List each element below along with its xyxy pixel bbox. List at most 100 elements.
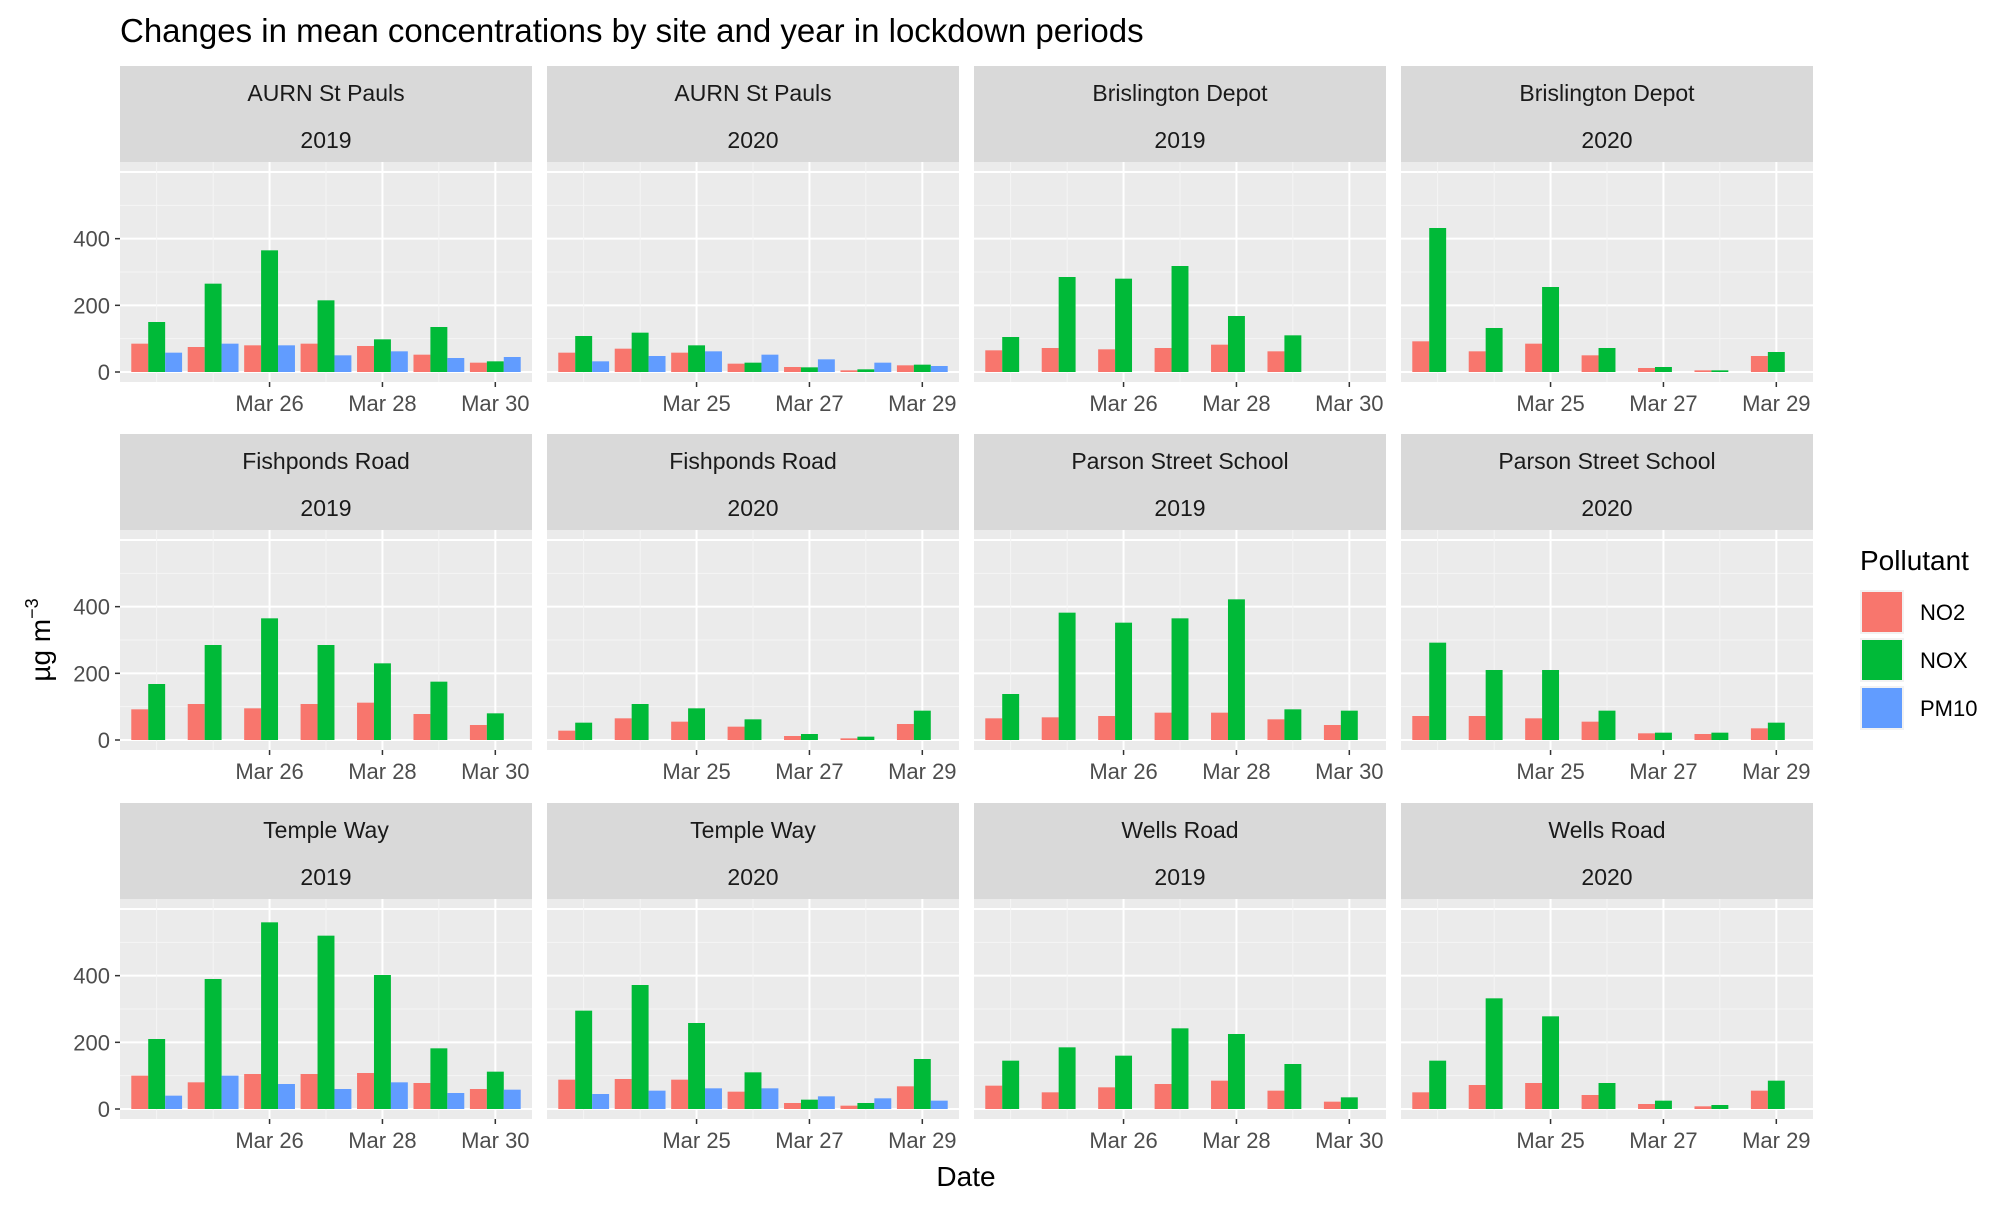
bar-nox bbox=[1284, 709, 1302, 740]
legend-swatch-no2 bbox=[1862, 592, 1902, 632]
bar-nox bbox=[204, 283, 222, 372]
bar-nox bbox=[204, 979, 222, 1109]
bar-pm10 bbox=[447, 1093, 465, 1109]
bar-pm10 bbox=[503, 1089, 521, 1109]
bar-no2 bbox=[1041, 1092, 1059, 1109]
chart-title: Changes in mean concentrations by site a… bbox=[120, 12, 1144, 49]
bar-nox bbox=[575, 1010, 593, 1109]
bar-nox bbox=[1227, 1034, 1245, 1109]
bar-no2 bbox=[896, 365, 914, 372]
bar-nox bbox=[575, 722, 593, 740]
facet-strip bbox=[120, 803, 532, 899]
bar-nox bbox=[800, 734, 818, 740]
bar-no2 bbox=[469, 1089, 487, 1109]
y-tick-label: 200 bbox=[73, 293, 110, 318]
y-tick-label: 0 bbox=[98, 360, 110, 385]
bar-nox bbox=[1485, 670, 1503, 740]
bar-no2 bbox=[896, 724, 914, 740]
legend: Pollutant NO2 NOX PM10 bbox=[1860, 545, 1977, 730]
bar-no2 bbox=[1267, 1090, 1285, 1109]
bar-nox bbox=[1598, 710, 1616, 740]
facet-year-label: 2019 bbox=[300, 127, 351, 153]
bar-pm10 bbox=[761, 354, 779, 372]
bar-nox bbox=[1485, 998, 1503, 1109]
legend-swatch-pm10 bbox=[1862, 688, 1902, 728]
bar-nox bbox=[1711, 1105, 1729, 1109]
y-axis-title: µg m−3 bbox=[22, 598, 56, 681]
bar-no2 bbox=[558, 1079, 576, 1109]
x-tick-label: Mar 25 bbox=[662, 391, 730, 416]
bar-pm10 bbox=[930, 1100, 948, 1109]
bar-nox bbox=[913, 1059, 931, 1109]
bar-pm10 bbox=[874, 362, 892, 372]
bar-nox bbox=[1429, 642, 1447, 740]
bar-pm10 bbox=[221, 343, 239, 372]
y-axis-title-exponent: −3 bbox=[22, 598, 42, 619]
bar-pm10 bbox=[165, 1095, 183, 1109]
bar-no2 bbox=[1154, 1084, 1172, 1109]
bar-no2 bbox=[614, 1079, 632, 1109]
bar-no2 bbox=[1638, 368, 1655, 372]
bar-no2 bbox=[1581, 355, 1599, 372]
bar-no2 bbox=[784, 367, 801, 372]
bar-nox bbox=[1767, 1080, 1785, 1109]
x-tick-label: Mar 26 bbox=[1089, 391, 1157, 416]
bar-nox bbox=[631, 985, 649, 1109]
bar-no2 bbox=[187, 1082, 205, 1109]
bar-no2 bbox=[840, 738, 858, 740]
bar-no2 bbox=[985, 1085, 1003, 1109]
bar-no2 bbox=[727, 363, 745, 372]
bar-nox bbox=[1227, 316, 1245, 372]
bar-no2 bbox=[1468, 716, 1486, 740]
bar-nox bbox=[744, 362, 762, 372]
bar-no2 bbox=[1098, 1087, 1116, 1109]
bar-no2 bbox=[1041, 717, 1059, 740]
bar-pm10 bbox=[761, 1088, 779, 1109]
bar-no2 bbox=[985, 350, 1003, 372]
bar-no2 bbox=[1412, 341, 1430, 372]
bar-nox bbox=[1227, 599, 1245, 740]
bar-pm10 bbox=[648, 1090, 666, 1109]
bar-nox bbox=[631, 704, 649, 740]
bar-no2 bbox=[244, 1074, 262, 1109]
x-tick-label: Mar 27 bbox=[1629, 391, 1697, 416]
bar-nox bbox=[373, 975, 391, 1109]
facet-strip bbox=[547, 803, 959, 899]
bar-nox bbox=[1058, 612, 1076, 740]
panel-fishponds-road-2019: Fishponds Road 2019 Mar 26 Mar 28 Mar 30 0 200… bbox=[73, 434, 532, 784]
panel-aurn-st-pauls-2020: AURN St Pauls 2020 Mar 25 Mar 27 Mar 29 bbox=[547, 66, 959, 416]
bar-nox bbox=[575, 336, 593, 372]
bar-no2 bbox=[131, 1075, 149, 1109]
x-tick-label: Mar 25 bbox=[662, 759, 730, 784]
panel-parson-street-school-2019: Parson Street School 2019 Mar 26 Mar 28 Mar … bbox=[974, 434, 1386, 784]
bar-no2 bbox=[1468, 351, 1486, 372]
bar-no2 bbox=[1638, 733, 1655, 740]
bar-nox bbox=[1340, 1097, 1358, 1109]
bar-no2 bbox=[671, 1079, 689, 1109]
bar-nox bbox=[1058, 1047, 1076, 1109]
facet-year-label: 2020 bbox=[1581, 495, 1632, 521]
legend-title: Pollutant bbox=[1860, 545, 1969, 576]
bar-nox bbox=[1711, 370, 1729, 372]
facet-strip bbox=[1401, 66, 1813, 162]
facet-year-label: 2020 bbox=[1581, 127, 1632, 153]
bar-no2 bbox=[244, 345, 262, 372]
bar-nox bbox=[744, 1072, 762, 1109]
bar-pm10 bbox=[278, 345, 295, 372]
bar-nox bbox=[1284, 1064, 1302, 1109]
bar-no2 bbox=[727, 1091, 745, 1109]
x-axis-title: Date bbox=[936, 1161, 995, 1192]
bar-no2 bbox=[1211, 712, 1228, 740]
bar-no2 bbox=[1750, 1090, 1768, 1109]
bar-no2 bbox=[784, 736, 801, 740]
bar-nox bbox=[1115, 1055, 1133, 1109]
bar-nox bbox=[1598, 348, 1616, 372]
bar-nox bbox=[1171, 1028, 1189, 1109]
bar-nox bbox=[688, 1023, 706, 1109]
bar-no2 bbox=[896, 1086, 914, 1109]
bar-no2 bbox=[187, 704, 205, 740]
bar-nox bbox=[857, 736, 875, 740]
bar-pm10 bbox=[334, 355, 352, 372]
bar-pm10 bbox=[930, 366, 948, 372]
